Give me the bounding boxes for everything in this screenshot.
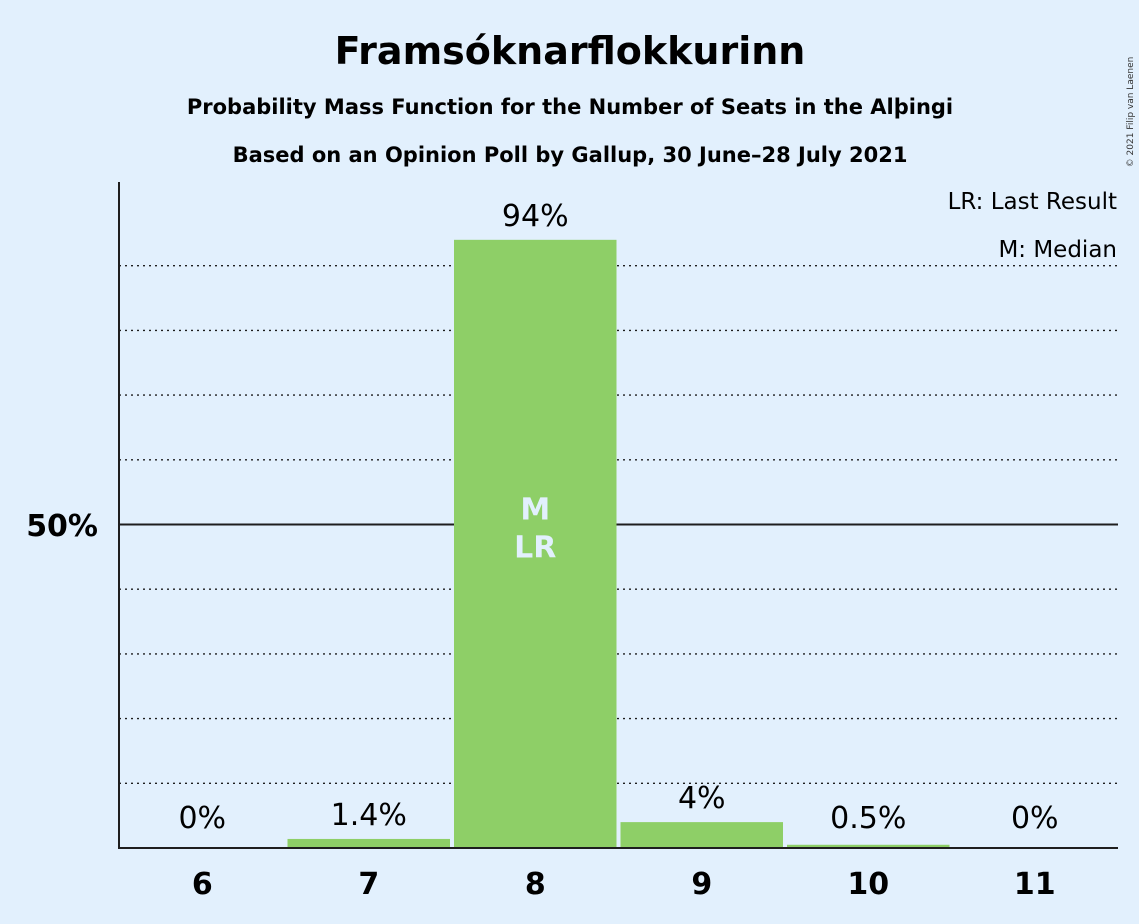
x-tick-label-7: 7 [358, 867, 379, 902]
data-label-seats-11: 0% [1011, 801, 1059, 836]
copyright-note: © 2021 Filip van Laenen [1126, 57, 1136, 168]
grid-lines [119, 265, 1118, 784]
x-ticks-group: 6 7 8 9 10 11 [192, 867, 1056, 902]
x-tick-label-10: 10 [847, 867, 889, 902]
legend-last-result: LR: Last Result [948, 189, 1117, 215]
x-tick-label-9: 9 [691, 867, 712, 902]
legend-median: M: Median [998, 237, 1117, 263]
bar-seats-7 [287, 838, 450, 848]
data-labels-group: 0% 1.4% 94% MLR 4% 0.5% 0% [178, 199, 1058, 836]
chart-subtitle: Probability Mass Function for the Number… [187, 95, 953, 119]
bar-seats-9 [620, 822, 783, 848]
data-label-seats-6: 0% [178, 801, 226, 836]
bar-marker-m: M [520, 493, 550, 528]
bar-marker-lr: LR [514, 531, 556, 566]
bar-seats-10 [787, 844, 950, 848]
data-label-seats-8: 94% [502, 199, 569, 234]
chart-subtitle-source: Based on an Opinion Poll by Gallup, 30 J… [233, 143, 908, 167]
x-tick-label-8: 8 [525, 867, 546, 902]
y-tick-label-50: 50% [26, 509, 98, 544]
data-label-seats-9: 4% [678, 781, 726, 816]
data-label-seats-10: 0.5% [830, 801, 906, 836]
x-tick-label-6: 6 [192, 867, 213, 902]
chart-title: Framsóknarflokkurinn [335, 29, 806, 73]
bar-seats-8 [454, 239, 617, 848]
data-label-seats-7: 1.4% [331, 798, 407, 833]
x-tick-label-11: 11 [1014, 867, 1056, 902]
bars-group [287, 239, 950, 848]
